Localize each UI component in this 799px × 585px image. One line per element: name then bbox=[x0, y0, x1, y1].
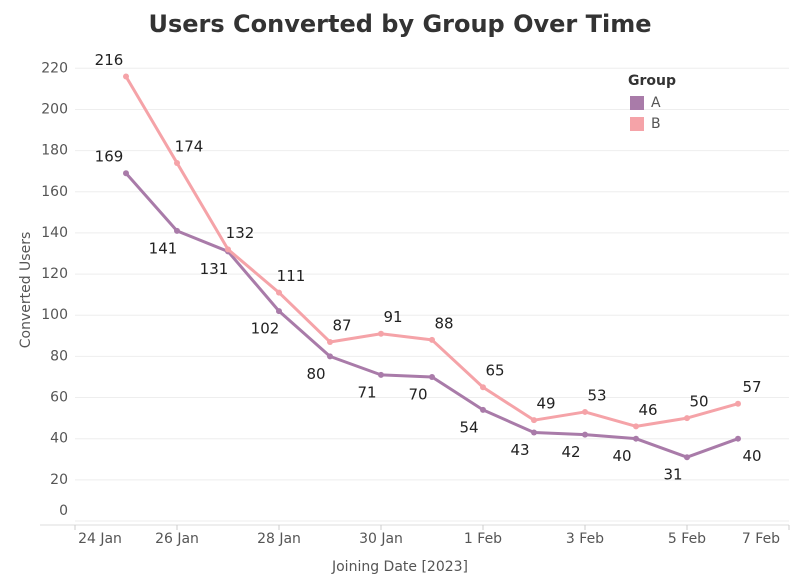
y-tick-label: 40 bbox=[50, 431, 68, 447]
y-tick-label: 100 bbox=[41, 307, 68, 323]
legend-title: Group bbox=[628, 73, 676, 89]
data-label: 216 bbox=[95, 51, 124, 69]
point bbox=[123, 170, 129, 177]
y-tick-label: 220 bbox=[41, 60, 68, 76]
y-tick-label: 180 bbox=[41, 143, 68, 159]
x-tick-label: 5 Feb bbox=[668, 531, 706, 547]
data-label: 40 bbox=[612, 447, 631, 465]
y-tick-label: 140 bbox=[41, 225, 68, 241]
data-label: 49 bbox=[536, 395, 555, 413]
y-tick-label: 80 bbox=[50, 348, 68, 364]
series-line bbox=[124, 75, 739, 428]
data-label: 131 bbox=[200, 260, 229, 278]
legend-swatch bbox=[630, 96, 644, 110]
data-label: 40 bbox=[742, 447, 761, 465]
data-label: 71 bbox=[357, 383, 376, 401]
data-label: 31 bbox=[663, 466, 682, 484]
point bbox=[684, 415, 690, 422]
x-tick-label: 26 Jan bbox=[155, 531, 199, 547]
point bbox=[429, 373, 435, 380]
point bbox=[327, 353, 333, 360]
point bbox=[123, 73, 129, 80]
y-tick-label: 120 bbox=[41, 266, 68, 282]
y-tick-label: 60 bbox=[50, 390, 68, 406]
data-label: 111 bbox=[277, 267, 306, 285]
data-label: 70 bbox=[408, 385, 427, 403]
y-tick-label: 200 bbox=[41, 101, 68, 117]
data-label: 53 bbox=[587, 386, 606, 404]
point bbox=[582, 431, 588, 438]
x-tick-label: 3 Feb bbox=[566, 531, 604, 547]
data-label: 43 bbox=[510, 441, 529, 459]
data-label: 132 bbox=[226, 224, 255, 242]
point bbox=[174, 159, 180, 166]
y-axis-label: Converted Users bbox=[18, 232, 34, 349]
point bbox=[633, 435, 639, 442]
data-label: 88 bbox=[434, 314, 453, 332]
point bbox=[735, 400, 741, 407]
legend-label: B bbox=[651, 116, 661, 132]
data-label: 57 bbox=[742, 378, 761, 396]
point bbox=[225, 246, 231, 253]
point bbox=[531, 417, 537, 424]
data-label: 141 bbox=[149, 239, 178, 257]
point bbox=[633, 423, 639, 430]
point bbox=[327, 338, 333, 345]
point bbox=[174, 227, 180, 234]
data-label: 65 bbox=[485, 362, 504, 380]
data-label: 87 bbox=[332, 316, 351, 334]
point bbox=[276, 308, 282, 315]
point bbox=[378, 371, 384, 378]
point bbox=[480, 384, 486, 391]
data-label: 46 bbox=[638, 401, 657, 419]
point bbox=[684, 454, 690, 461]
data-label: 80 bbox=[306, 365, 325, 383]
data-label: 169 bbox=[95, 148, 124, 166]
x-tick-label: 30 Jan bbox=[359, 531, 403, 547]
x-tick-label: 28 Jan bbox=[257, 531, 301, 547]
y-tick-label: 0 bbox=[59, 503, 68, 519]
y-tick-label: 160 bbox=[41, 184, 68, 200]
x-axis-label: Joining Date [2023] bbox=[331, 559, 468, 575]
data-label: 91 bbox=[383, 308, 402, 326]
x-tick-label: 24 Jan bbox=[78, 531, 122, 547]
point bbox=[276, 289, 282, 296]
legend-label: A bbox=[651, 95, 661, 111]
x-tick-label: 1 Feb bbox=[464, 531, 502, 547]
point bbox=[480, 406, 486, 413]
x-tick-label: 7 Feb bbox=[742, 531, 780, 547]
chart-title: Users Converted by Group Over Time bbox=[149, 10, 652, 38]
point bbox=[582, 408, 588, 415]
data-label: 50 bbox=[689, 393, 708, 411]
point bbox=[735, 435, 741, 442]
point bbox=[531, 429, 537, 436]
legend-swatch bbox=[630, 117, 644, 131]
point bbox=[378, 330, 384, 337]
data-label: 102 bbox=[251, 320, 280, 338]
data-label: 174 bbox=[175, 137, 204, 155]
point bbox=[429, 336, 435, 343]
data-label: 54 bbox=[459, 418, 478, 436]
y-tick-label: 20 bbox=[50, 472, 68, 488]
data-label: 42 bbox=[561, 443, 580, 461]
